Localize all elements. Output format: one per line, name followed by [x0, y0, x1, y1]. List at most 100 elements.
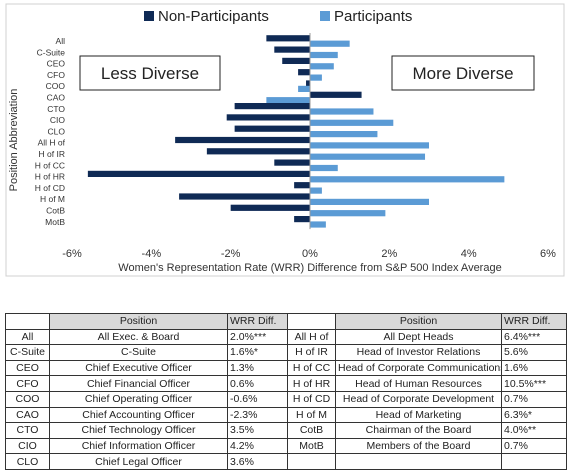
category-label-8: CLO: [48, 126, 66, 136]
bar-participants-7: [310, 119, 394, 126]
legend-swatch-0: [144, 11, 154, 21]
bar-non-participants-14: [179, 193, 310, 200]
category-label-10: H of IR: [39, 149, 65, 159]
cell-position-right: Head of Marketing: [335, 406, 502, 424]
bar-participants-11: [310, 164, 338, 172]
header-wrr-right: WRR Diff.: [501, 313, 567, 330]
category-label-0: All: [56, 36, 66, 46]
legend-label-1: Participants: [334, 8, 412, 25]
wrr-chart: Non-Participants Participants Less Divers…: [5, 3, 565, 277]
chart-legend: Non-Participants Participants: [144, 8, 412, 25]
bar-non-participants-12: [87, 170, 310, 177]
cell-wrr-right: 6.4%***: [501, 328, 567, 346]
chart-bars: [87, 35, 505, 228]
cell-position-left: Chief Information Officer: [49, 437, 228, 455]
annotation-text-0: Less Diverse: [101, 64, 199, 83]
bar-participants-15: [310, 210, 386, 217]
cell-position-right: All Dept Heads: [335, 328, 502, 346]
cell-wrr-left: 1.3%: [227, 359, 288, 377]
x-axis-title: Women's Representation Rate (WRR) Differ…: [118, 262, 501, 274]
category-label-13: H of CD: [35, 183, 65, 193]
x-tick-2: -2%: [221, 248, 241, 260]
table-row: CFO Chief Financial Officer 0.6% H of HR Hea…: [5, 375, 567, 392]
category-label-4: COO: [46, 81, 66, 91]
y-axis-title: Position Abbreviation: [8, 89, 20, 192]
cell-abbr-right: H of M: [287, 406, 336, 424]
cell-abbr-left: CFO: [5, 375, 50, 392]
category-label-5: CAO: [47, 93, 66, 103]
annotation-box-0: [79, 55, 221, 91]
category-label-11: H of CC: [35, 160, 65, 170]
legend-label-0: Non-Participants: [158, 8, 269, 25]
category-label-3: CFO: [47, 70, 65, 80]
cell-position-right: Head of Corporate Development: [335, 390, 502, 408]
cell-position-left: Chief Financial Officer: [49, 375, 228, 392]
bar-non-participants-4: [306, 80, 310, 87]
bar-non-participants-13: [294, 182, 310, 189]
cell-abbr-right: MotB: [287, 437, 336, 455]
annotation-box-1: [391, 55, 535, 91]
category-label-9: All H of: [38, 138, 66, 148]
cell-position-left: Chief Operating Officer: [49, 390, 228, 408]
bar-participants-3: [310, 74, 322, 81]
bar-participants-6: [310, 108, 374, 115]
cell-wrr-right: 6.3%*: [501, 406, 567, 424]
cell-wrr-left: 4.2%: [227, 437, 288, 455]
bar-non-participants-6: [234, 103, 310, 110]
bar-participants-2: [310, 63, 334, 70]
category-label-7: CIO: [50, 115, 66, 125]
header-position-right: Position: [335, 313, 502, 330]
chart-x-ticks: -6% -4% -2% 0% 2% 4% 6%: [62, 248, 556, 260]
table-row: C-Suite C-Suite 1.6%* H of IR Head of Invest…: [5, 344, 567, 361]
cell-abbr-right: H of CD: [287, 390, 336, 408]
wrr-table: Position WRR Diff. Position WRR Diff. Al…: [5, 313, 567, 470]
cell-position-left: C-Suite: [49, 344, 228, 361]
header-position-left: Position: [49, 313, 228, 330]
cell-wrr-right: 1.6%: [501, 359, 567, 377]
x-tick-3: 0%: [302, 248, 318, 260]
table-row: CLO Chief Legal Officer 3.6%: [5, 453, 567, 470]
cell-abbr-left: CLO: [5, 453, 50, 470]
category-label-16: MotB: [45, 217, 65, 227]
bar-non-participants-10: [206, 148, 310, 155]
table-body: All All Exec. & Board 2.0%*** All H of All D…: [5, 328, 567, 470]
bar-participants-0: [310, 40, 350, 47]
cell-wrr-left: 3.5%: [227, 422, 288, 439]
bar-participants-16: [310, 221, 326, 228]
cell-abbr-left: All: [5, 328, 50, 346]
cell-wrr-left: 2.0%***: [227, 328, 288, 346]
cell-wrr-left: 3.6%: [227, 453, 288, 470]
header-abbr-right: [287, 313, 336, 330]
cell-abbr-right: All H of: [287, 328, 336, 346]
cell-wrr-left: 1.6%*: [227, 344, 288, 361]
cell-wrr-right: 0.7%: [501, 390, 567, 408]
bar-non-participants-16: [294, 216, 310, 223]
cell-abbr-left: COO: [5, 390, 50, 408]
cell-wrr-right: [501, 453, 567, 470]
cell-position-right: Head of Human Resources: [335, 375, 502, 392]
cell-wrr-right: 0.7%: [501, 437, 567, 455]
cell-position-right: Members of the Board: [335, 437, 502, 455]
bar-participants-12: [310, 176, 505, 183]
cell-abbr-right: H of IR: [287, 344, 336, 361]
category-label-12: H of HR: [35, 172, 65, 182]
bar-participants-10: [310, 153, 426, 160]
cell-wrr-right: 5.6%: [501, 344, 567, 361]
cell-position-right: Chairman of the Board: [335, 422, 502, 439]
legend-swatch-1: [320, 11, 330, 21]
cell-wrr-right: 10.5%***: [501, 375, 567, 392]
bar-participants-5: [266, 97, 310, 104]
cell-wrr-left: -0.6%: [227, 390, 288, 408]
bar-non-participants-3: [298, 69, 310, 76]
table-header-row: Position WRR Diff. Position WRR Diff.: [5, 313, 567, 330]
bar-non-participants-7: [226, 114, 310, 121]
bar-participants-14: [310, 198, 429, 205]
category-label-15: CotB: [46, 206, 65, 216]
cell-abbr-right: H of CC: [287, 359, 336, 377]
table-row: CIO Chief Information Officer 4.2% MotB Memb…: [5, 437, 567, 455]
bar-participants-4: [298, 85, 310, 92]
cell-position-right: [335, 453, 502, 470]
bar-non-participants-9: [175, 136, 310, 144]
cell-wrr-left: 0.6%: [227, 375, 288, 392]
